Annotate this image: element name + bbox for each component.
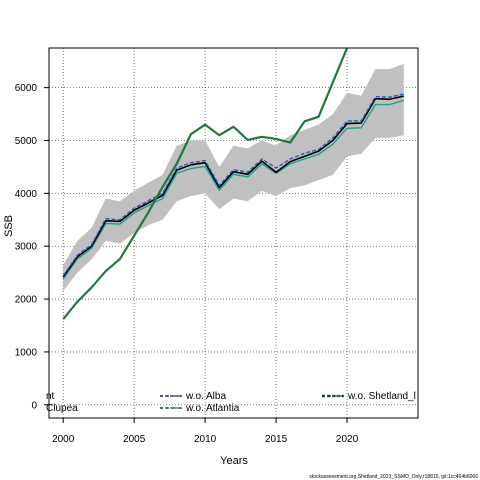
confidence-band xyxy=(63,63,404,292)
confidence-band-layer xyxy=(63,63,404,292)
x-tick-label: 2015 xyxy=(265,434,288,445)
y-tick-label: 1000 xyxy=(15,347,38,358)
x-axis-title: Years xyxy=(220,455,248,467)
y-tick-label: 4000 xyxy=(15,189,38,200)
y-tick-label: 6000 xyxy=(15,83,38,94)
plot-frame xyxy=(48,47,419,419)
x-tick-label: 2020 xyxy=(336,434,359,445)
legend-label-base: nt xyxy=(46,391,55,402)
legend-label-shetland: w.o. Shetland_l xyxy=(347,391,416,402)
x-axis-ticks: 2000 2005 2010 2015 2020 xyxy=(52,418,359,445)
y-tick-label: 5000 xyxy=(15,136,38,147)
series-line-shetland xyxy=(62,48,349,320)
series-line-alba xyxy=(62,93,404,277)
series-lines xyxy=(62,48,405,320)
series-line-base xyxy=(62,95,404,278)
legend-label-atlantia: w.o. Atlantia xyxy=(185,403,240,414)
x-tick-label: 2005 xyxy=(123,434,146,445)
y-tick-label: 0 xyxy=(31,400,37,411)
y-tick-label: 3000 xyxy=(15,242,38,253)
legend-label-other: Clupea xyxy=(46,403,78,414)
y-axis-ticks: 0 1000 2000 3000 4000 5000 6000 xyxy=(15,83,49,411)
x-tick-label: 2010 xyxy=(194,434,217,445)
series-line-atlantia xyxy=(62,99,405,280)
x-tick-label: 2000 xyxy=(52,434,75,445)
y-axis-title: SSB xyxy=(3,215,15,237)
footer-caption: stockassessment.org,Shetland_2023_SSMO_O… xyxy=(309,474,478,480)
legend-label-alba: w.o. Alba xyxy=(185,391,226,402)
y-tick-label: 2000 xyxy=(15,295,38,306)
